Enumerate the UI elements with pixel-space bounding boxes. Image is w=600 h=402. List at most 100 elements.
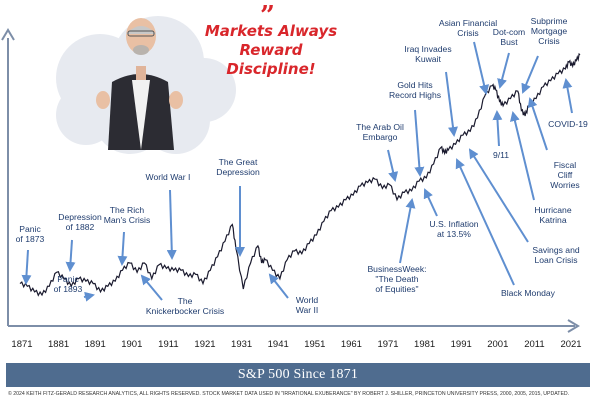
annotation-label-line: World [296,295,319,305]
annotation-arrow [497,52,510,89]
annotation-label: Gold Hits Record Highs [389,80,441,100]
annotation-label: The Rich Man's Crisis [104,205,151,225]
x-tick-label: 1921 [194,339,215,350]
x-axis-arrow [567,319,580,333]
annotation-label-line: 9/11 [493,150,509,160]
annotation-label-line: Record Highs [389,90,441,100]
annotation-label: 9/11 [493,150,509,160]
annotation-label: Panic of 1893 [54,274,83,294]
annotation-label-line: The Arab Oil [356,122,404,132]
copyright-footer: © 2024 KEITH FITZ-GERALD RESEARCH ANALYT… [8,391,570,397]
x-tick-label: 1951 [304,339,325,350]
annotation-label: Dot-com Bust [493,27,525,47]
annotation-label-line: Hurricane [534,205,571,215]
annotation-label-line: Iraq Invades [404,44,451,54]
annotation-label-line: Kuwait [415,54,441,64]
annotation-arrow [117,231,128,266]
annotation-label-line: Embargo [363,132,398,142]
annotation-arrow [399,198,416,264]
x-tick-label: 2021 [560,339,581,350]
annotation-label-line: Man's Crisis [104,215,151,225]
annotation-arrow [423,188,438,217]
annotation-label: U.S. Inflation at 13.5% [429,219,478,239]
annotation-label-line: Worries [550,180,579,190]
annotation-label: Subprime Mortgage Crisis [531,16,568,46]
annotation-arrow [521,55,539,94]
annotation-label-line: Katrina [539,215,566,225]
annotation-label-line: Fiscal [554,160,577,170]
x-tick-label: 1981 [414,339,435,350]
annotation-arrow [527,97,548,151]
annotation-label: The Knickerbocker Crisis [146,296,224,316]
annotation-label: Asian Financial Crisis [439,18,497,38]
annotation-label: Depression of 1882 [58,212,102,232]
annotation-label-line: Mortgage [531,26,568,36]
x-tick-label: 1961 [341,339,362,350]
annotation-arrow [83,291,95,302]
annotation-label-line: of Equities" [375,284,418,294]
annotation-label-line: Depression [58,212,102,222]
annotation-arrow [473,41,490,95]
annotation-label-line: BusinessWeek: [367,264,426,274]
annotation-arrow [65,239,76,272]
y-axis-arrow [1,28,15,41]
annotation-label: World War II [296,295,319,315]
annotation-label-line: Depression [216,167,260,177]
x-tick-label: 1911 [158,339,178,350]
sp500-chart: 1871 1881 1891 1901 1911 1921 1931 1941 1951 1961… [1,16,588,350]
annotation-label-line: U.S. Inflation [429,219,478,229]
x-tick-label: 1931 [231,339,252,350]
annotation-arrow [21,249,32,285]
annotation-arrow [468,148,529,243]
x-tick-label: 2011 [524,339,544,350]
annotation-label-line: Subprime [531,16,568,26]
annotation-label-line: "The Death [375,274,418,284]
annotation-arrow [387,149,399,182]
annotation-arrow [492,110,503,147]
annotation-label: COVID-19 [548,119,588,129]
headline-quote: Markets Always Reward Discipline! [196,22,346,79]
x-tick-label: 1891 [85,339,106,350]
x-tick-label: 1871 [11,339,32,350]
annotation-label-line: Bust [500,37,518,47]
annotation-label: Fiscal Cliff Worries [550,160,579,190]
annotation-label-line: Crisis [457,28,478,38]
annotation-label-line: Black Monday [501,288,556,298]
annotation-arrow [445,71,458,137]
annotation-label-line: of 1882 [66,222,95,232]
annotation-arrow [510,111,535,201]
title-banner: S&P 500 Since 1871 [6,363,590,387]
x-tick-labels: 1871 1881 1891 1901 1911 1921 1931 1941 1951 1961… [11,339,581,350]
annotation-label-line: Panic [19,224,41,234]
x-tick-label: 2001 [487,339,508,350]
x-tick-label: 1941 [268,339,289,350]
annotation-label-line: The [178,296,193,306]
annotation-label: The Great Depression [216,157,260,177]
annotation-arrow [455,158,515,286]
annotation-label: Black Monday [501,288,556,298]
annotation-arrow [414,109,425,177]
annotation-label-line: COVID-19 [548,119,588,129]
annotation-arrow [268,273,289,299]
chart-title: S&P 500 Since 1871 [237,367,359,382]
annotation-label-line: of 1893 [54,284,83,294]
presenter-photo [96,18,183,150]
annotation-label: Panic of 1873 [16,224,45,244]
x-tick-label: 1881 [48,339,69,350]
annotation-label: Hurricane Katrina [534,205,571,225]
sp500-series-line [19,52,581,297]
annotation-label: World War I [146,172,191,182]
annotation-label-line: Crisis [538,36,559,46]
x-tick-label: 1971 [377,339,398,350]
annotation-label: Iraq Invades Kuwait [404,44,451,64]
annotation-label-line: Panic [57,274,79,284]
annotation-label-line: Cliff [558,170,573,180]
annotation-label-line: at 13.5% [437,229,471,239]
annotation-label-line: of 1873 [16,234,45,244]
annotation-label-line: Knickerbocker Crisis [146,306,224,316]
headline-line1: Markets Always [204,22,338,40]
annotation-arrow [166,189,177,260]
annotation-label: BusinessWeek: "The Death of Equities" [367,264,426,294]
annotation-arrow [140,274,163,301]
